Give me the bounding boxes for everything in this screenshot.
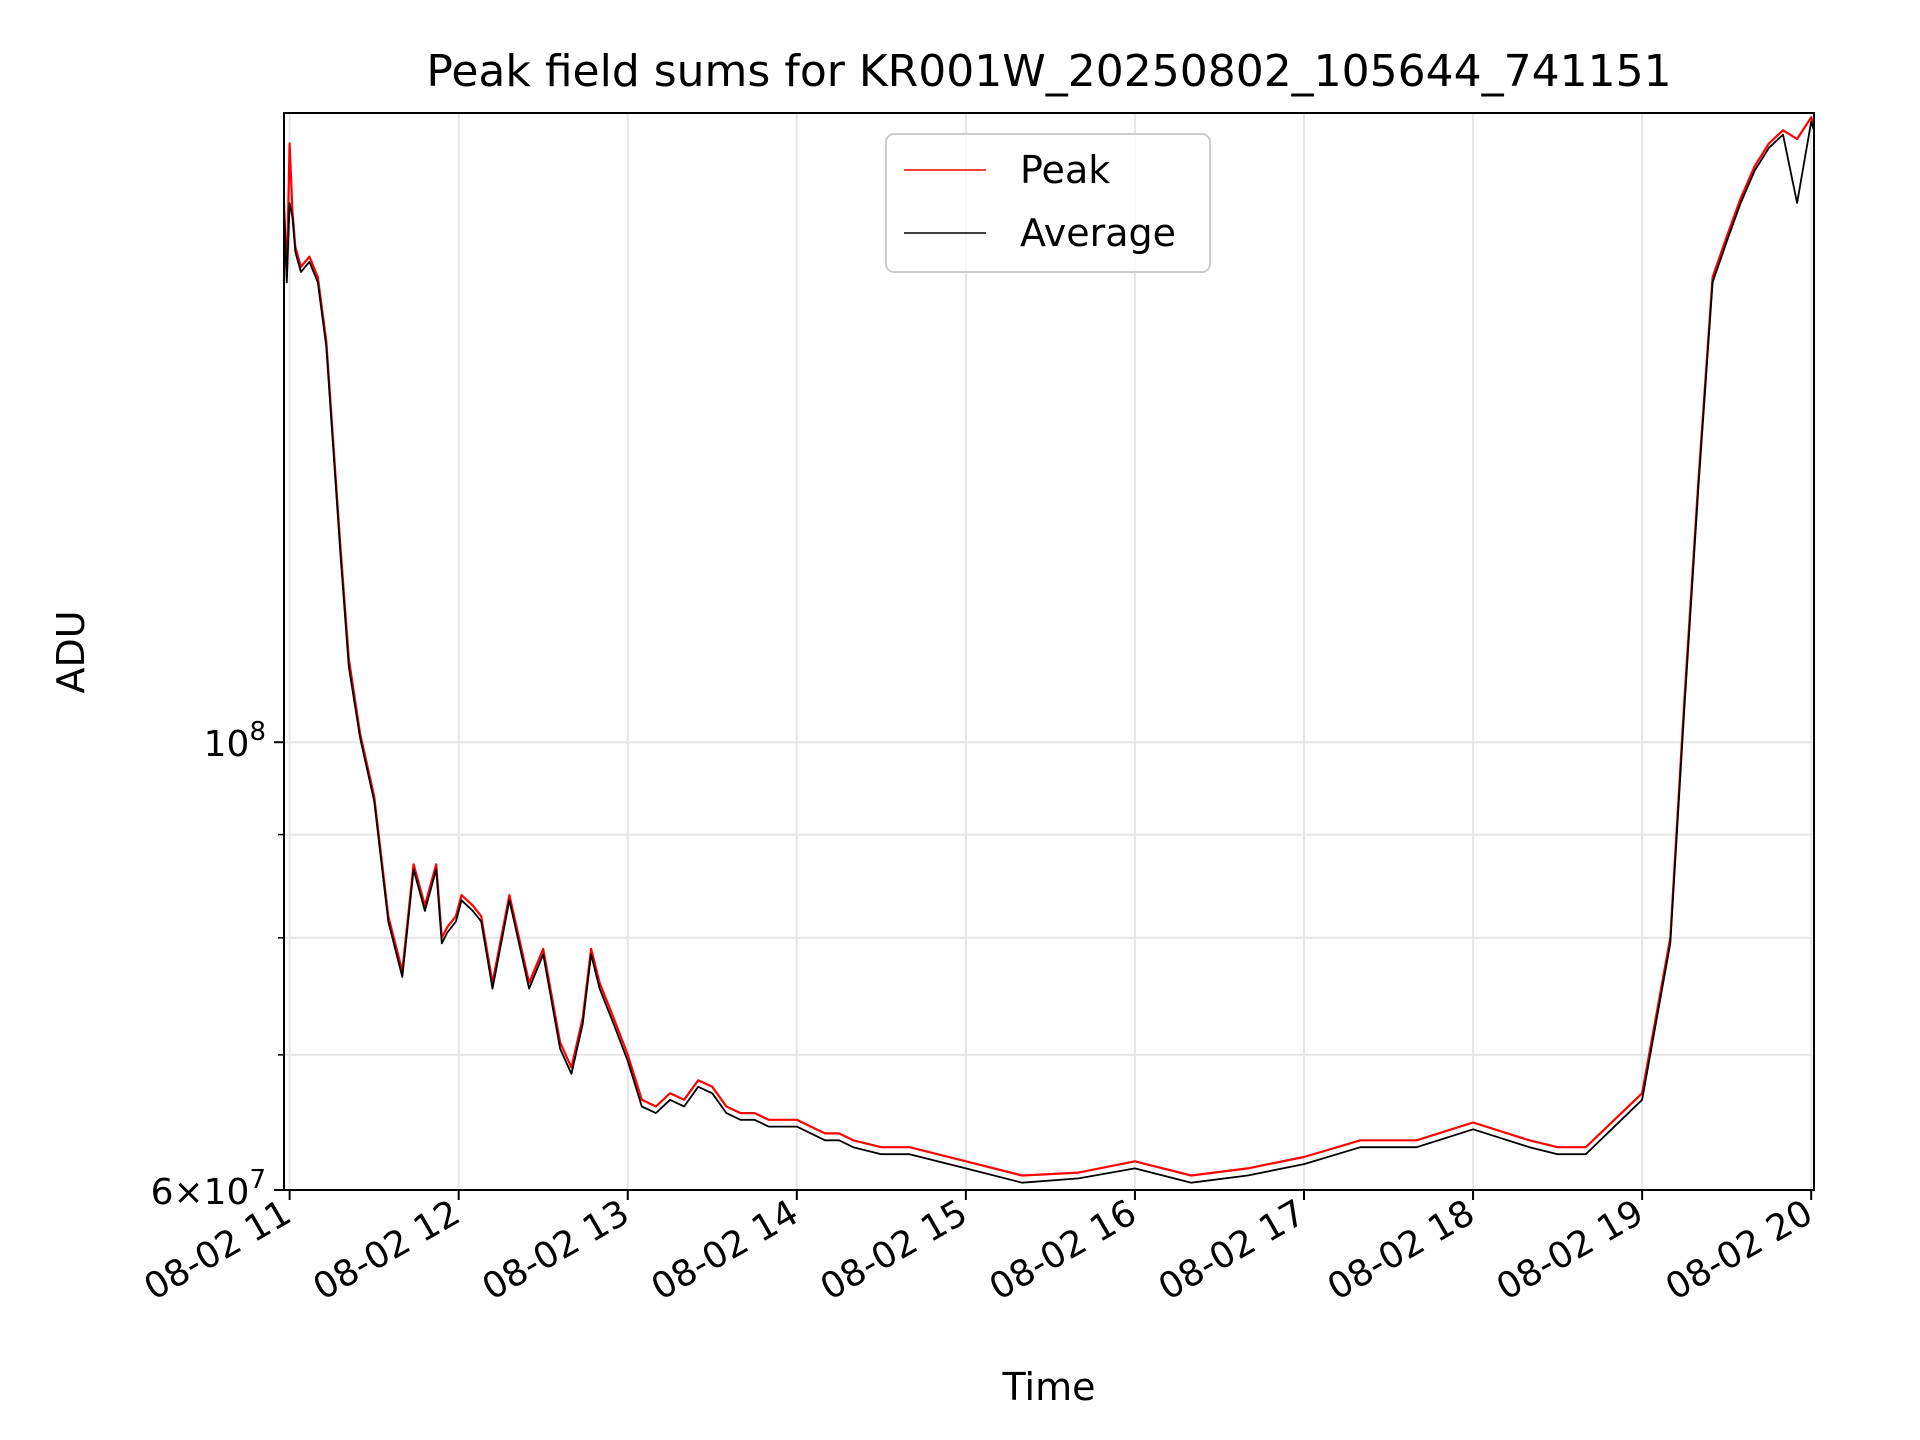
legend-box — [885, 133, 1211, 273]
y-tick-label: 6×107 — [151, 1165, 266, 1213]
series-line-average — [283, 120, 1815, 1184]
legend-label-peak: Peak — [1020, 148, 1110, 192]
y-axis-label: ADU — [49, 610, 93, 693]
legend-label-average: Average — [1020, 211, 1176, 255]
x-axis-label: Time — [1002, 1365, 1096, 1409]
legend: Peak Average — [885, 133, 1211, 273]
plot-frame — [283, 112, 1815, 1191]
series-layer — [282, 116, 1816, 1184]
chart-title: Peak field sums for KR001W_20250802_1056… — [426, 46, 1671, 97]
